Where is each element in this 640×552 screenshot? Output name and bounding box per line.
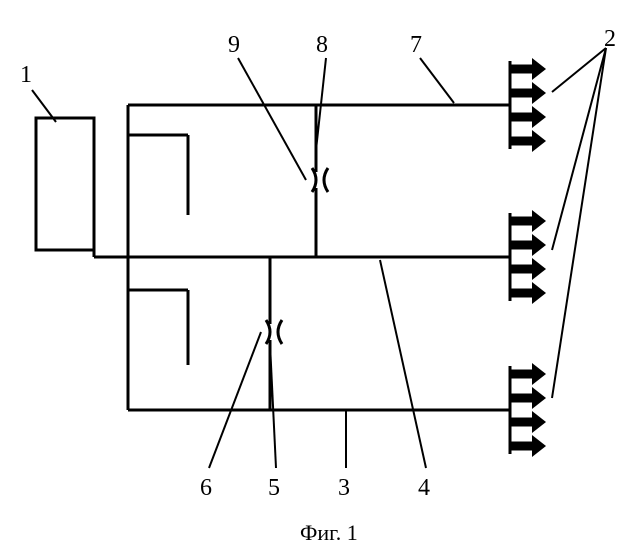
label-7: 7 (410, 32, 422, 59)
label-8-text: 8 (316, 32, 328, 58)
label-9: 9 (228, 32, 240, 59)
figure-caption: Фиг. 1 (300, 520, 358, 546)
label-4: 4 (418, 475, 430, 502)
label-9-text: 9 (228, 32, 240, 58)
label-6-text: 6 (200, 475, 212, 501)
label-3-text: 3 (338, 475, 350, 501)
label-2-text: 2 (604, 26, 616, 52)
label-1-text: 1 (20, 62, 32, 88)
label-2: 2 (604, 26, 616, 53)
label-5: 5 (268, 475, 280, 502)
label-3: 3 (338, 475, 350, 502)
label-4-text: 4 (418, 475, 430, 501)
label-7-text: 7 (410, 32, 422, 58)
figure-caption-text: Фиг. 1 (300, 520, 358, 545)
label-5-text: 5 (268, 475, 280, 501)
label-8: 8 (316, 32, 328, 59)
diagram-canvas (0, 0, 640, 552)
label-1: 1 (20, 62, 32, 89)
label-6: 6 (200, 475, 212, 502)
